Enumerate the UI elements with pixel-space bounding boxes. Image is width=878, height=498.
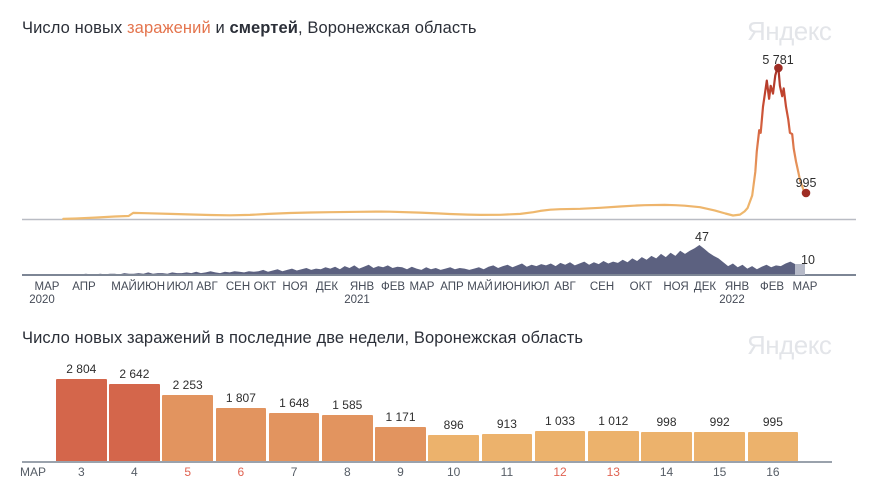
title-part-1: Число новых [22, 19, 127, 37]
bar-value-label: 1 012 [598, 414, 629, 429]
title-part-infections: заражений [127, 19, 211, 37]
bar-day-label: 13 [606, 465, 620, 479]
title-part-2: и [210, 19, 230, 37]
bar-day-4[interactable] [109, 383, 160, 461]
infections-line[interactable] [62, 66, 808, 220]
title-part-3: , Воронежская область [297, 19, 477, 37]
infections-peak-label: 5 781 [762, 53, 794, 67]
infections-peak-dot [774, 63, 783, 73]
bar-value-label: 995 [762, 414, 783, 429]
bar-day-15[interactable] [694, 432, 745, 461]
month-label: МАР [792, 281, 818, 293]
bar-day-label: 9 [397, 465, 404, 479]
yandex-watermark-top: Яндекс [747, 16, 832, 46]
bar-day-9[interactable] [375, 426, 426, 461]
month-label: НОЯ [282, 281, 308, 293]
bar-value-label: 2 804 [66, 362, 97, 376]
month-label: АПР [72, 281, 96, 293]
bar-day-label: 8 [343, 465, 351, 479]
month-label: ИЮЛ [166, 281, 194, 293]
bar-chart-month-label: МАР [20, 465, 47, 479]
bottom-chart-title: Число новых заражений в последние две не… [22, 329, 584, 347]
bar-value-label: 1 585 [332, 397, 363, 412]
yandex-watermark-bottom: Яндекс [747, 330, 832, 360]
top-chart-title: Число новых заражений и смертей, Воронеж… [22, 19, 477, 38]
bar-day-14[interactable] [641, 431, 692, 461]
bar-value-label: 1 807 [225, 391, 256, 406]
bar-day-16[interactable] [747, 431, 799, 461]
bar-day-7[interactable] [268, 412, 320, 461]
month-label: НОЯ [663, 281, 689, 293]
bar-value-label: 913 [496, 417, 517, 432]
bar-chart-axis-line [22, 461, 832, 463]
bar-day-label: 3 [77, 465, 85, 479]
bar-day-label: 5 [184, 465, 192, 479]
month-label: МАР [34, 281, 60, 293]
year-label: 2020 [29, 294, 55, 306]
bar-day-label: 10 [447, 465, 461, 479]
month-label: АПР [440, 281, 464, 293]
month-label: ИЮН [493, 281, 523, 293]
bar-day-label: 4 [131, 465, 138, 479]
month-label: ДЕК [315, 281, 339, 293]
bar-value-label: 998 [656, 414, 677, 429]
bar-day-label: 15 [713, 465, 727, 479]
deaths-area[interactable] [38, 245, 800, 275]
bar-value-label: 2 642 [119, 366, 150, 381]
title-part-deaths: смертей [229, 19, 298, 37]
bar-day-label: 11 [500, 465, 514, 479]
bar-value-label: 2 253 [172, 378, 203, 393]
month-label: ФЕВ [759, 281, 785, 293]
year-label: 2022 [719, 294, 745, 306]
bar-day-label: 12 [553, 465, 567, 479]
month-label: ЯНВ [724, 281, 750, 293]
bar-day-label: 14 [659, 465, 674, 479]
bar-day-label: 7 [290, 465, 298, 479]
month-label: ОКТ [629, 281, 653, 293]
bar-value-label: 896 [443, 417, 464, 432]
bar-value-label: 992 [709, 415, 730, 429]
bar-value-label: 1 171 [385, 409, 416, 424]
bar-day-13[interactable] [588, 431, 639, 461]
bar-day-8[interactable] [322, 414, 373, 461]
infections-last-label: 995 [795, 176, 817, 190]
timeline-chart[interactable] [0, 0, 878, 310]
bar-value-label: 1 033 [544, 413, 576, 428]
month-label: ИЮН [136, 281, 166, 293]
deaths-last-label: 10 [801, 253, 815, 267]
deaths-peak-label: 47 [695, 230, 709, 244]
bar-day-10[interactable] [428, 434, 479, 461]
infections-last-dot [801, 188, 811, 198]
bar-day-3[interactable] [56, 379, 107, 461]
month-label: ИЮЛ [522, 281, 550, 293]
month-label: СЕН [225, 281, 251, 293]
bar-day-5[interactable] [162, 395, 213, 461]
bar-day-12[interactable] [534, 430, 586, 461]
month-label: ФЕВ [380, 281, 406, 293]
deaths-current-partial-block [795, 264, 805, 275]
bar-day-6[interactable] [215, 408, 267, 461]
bar-day-label: 16 [766, 465, 780, 479]
month-label: АВГ [554, 281, 576, 293]
year-label: 2021 [344, 294, 370, 306]
month-label: МАР [409, 281, 435, 293]
month-label: ОКТ [253, 281, 277, 293]
month-label: АВГ [196, 281, 218, 293]
month-label: МАЙ [111, 281, 137, 293]
bar-value-label: 1 648 [279, 395, 310, 410]
month-label: ДЕК [693, 281, 717, 293]
bar-day-11[interactable] [481, 434, 533, 461]
month-label: МАЙ [467, 281, 493, 293]
month-label: ЯНВ [349, 281, 375, 293]
bar-day-label: 6 [237, 465, 245, 479]
month-label: СЕН [589, 281, 615, 293]
